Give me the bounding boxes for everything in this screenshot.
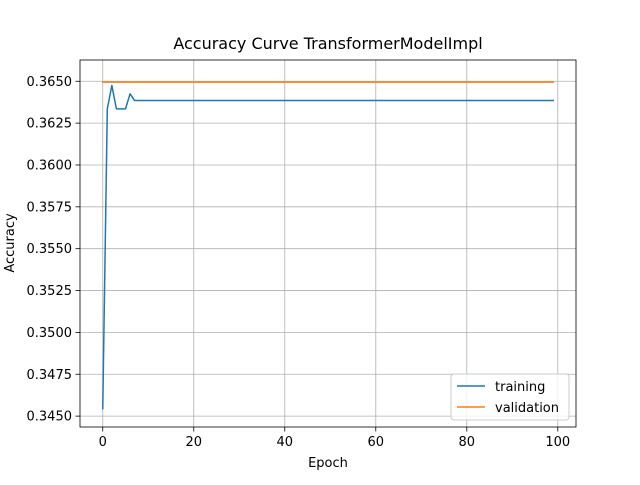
legend-label-validation: validation <box>495 401 559 416</box>
series-lines <box>101 81 554 410</box>
x-axis-title: Epoch <box>308 456 348 471</box>
legend: training validation <box>450 373 570 421</box>
x-tick-label: 20 <box>185 435 202 450</box>
y-tick-label: 0.3625 <box>27 117 73 132</box>
x-tick-label: 60 <box>368 435 385 450</box>
grid-lines <box>80 60 576 427</box>
x-tick-label: 0 <box>99 435 107 450</box>
x-tick-label: 100 <box>545 435 570 450</box>
y-tick-label: 0.3550 <box>27 242 73 257</box>
series-line-training <box>101 84 554 410</box>
legend-label-training: training <box>495 380 545 395</box>
y-axis-title: Accuracy <box>3 213 18 273</box>
tick-labels: 0 20 40 60 80 100 0.3450 0.3475 0.3500 0.3525 0.35… <box>27 75 571 450</box>
y-tick-label: 0.3575 <box>27 200 73 215</box>
plot-frame <box>79 59 577 428</box>
y-tick-label: 0.3525 <box>27 284 73 299</box>
y-tick-label: 0.3600 <box>27 158 73 173</box>
x-tick-label: 40 <box>276 435 293 450</box>
y-tick-label: 0.3500 <box>27 326 73 341</box>
y-tick-label: 0.3450 <box>27 410 73 425</box>
x-tick-label: 80 <box>459 435 476 450</box>
chart-title: Accuracy Curve TransformerModelImpl <box>173 34 482 53</box>
axes <box>75 59 577 432</box>
y-tick-label: 0.3650 <box>27 75 73 90</box>
y-tick-label: 0.3475 <box>27 368 73 383</box>
